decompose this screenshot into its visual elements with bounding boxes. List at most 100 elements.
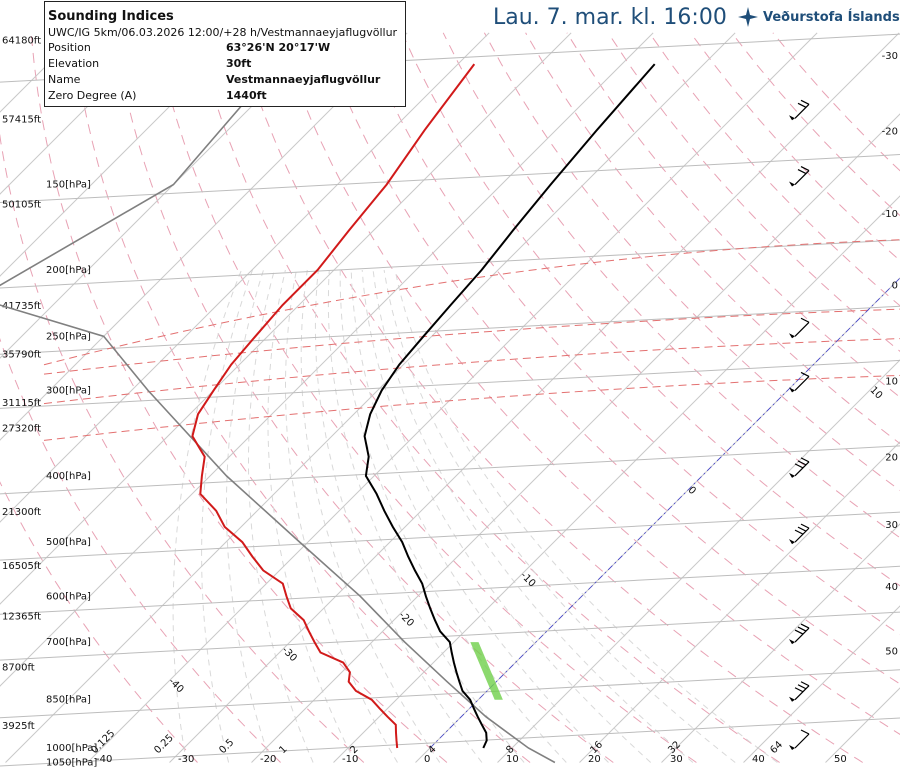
wind-barb	[789, 681, 810, 702]
barb-feather	[800, 623, 810, 629]
right-temp-label: 0	[892, 280, 898, 291]
isotherm	[87, 32, 818, 763]
moist-adiabat	[350, 269, 609, 763]
chart-title: Lau. 7. mar. kl. 16:00	[493, 5, 727, 30]
barb-staff	[794, 527, 810, 543]
info-row-elevation: Elevation 30ft	[45, 55, 405, 71]
isotherm	[333, 195, 900, 763]
height-label: 3925ft	[2, 721, 35, 732]
brand-star-icon	[738, 7, 758, 27]
height-label: 8700ft	[2, 662, 35, 673]
barb-feather	[797, 626, 807, 632]
height-label: 57415ft	[2, 114, 41, 125]
barb-feather	[797, 684, 807, 690]
isotherm	[743, 605, 900, 763]
barb-staff	[794, 103, 810, 119]
barb-flag	[789, 745, 795, 750]
isotherm	[5, 32, 736, 763]
bottom-temp-label: 20	[588, 754, 601, 765]
info-value: 63°26'N 20°17'W	[226, 40, 331, 54]
barb-feather	[800, 457, 810, 463]
dry-adiabat	[277, 32, 900, 735]
pressure-label: 200[hPa]	[46, 265, 91, 276]
tropopause-line	[43, 338, 900, 405]
moist-adiabat	[226, 269, 272, 763]
bottom-temp-label: 0	[424, 754, 430, 765]
dry-adiabat	[483, 32, 900, 492]
dry-adiabat	[0, 337, 281, 763]
dry-adiabat	[113, 32, 614, 763]
right-temp-label: 50	[885, 646, 898, 657]
wind-barb	[789, 729, 810, 750]
barb-feather	[794, 529, 804, 535]
bottom-temperature-axis: -40 -30 -20 -10 0 10 20 30 40 500.125 0.25 0.5 1 2 4 8 1…	[89, 385, 884, 765]
pressure-label: 700[hPa]	[46, 637, 91, 648]
pressure-label: 1000[hPa]	[46, 743, 97, 754]
bottom-temp-label: -10	[342, 754, 358, 765]
isotherm	[0, 32, 162, 195]
wind-barb	[789, 623, 810, 645]
isobar	[0, 445, 900, 495]
dry-adiabat	[71, 32, 531, 763]
height-label: 31115ft	[2, 398, 41, 409]
info-key: Zero Degree (A)	[48, 88, 137, 102]
pressure-label: 300[hPa]	[46, 385, 91, 396]
right-temp-label: 30	[885, 520, 898, 531]
isotherm	[169, 32, 900, 763]
wind-barb	[789, 371, 810, 393]
right-temp-label: -30	[882, 51, 898, 62]
right-temp-label: -10	[882, 209, 898, 220]
height-label: 50105ft	[2, 200, 41, 211]
mixing-ratio-label: 1	[277, 744, 289, 756]
barb-staff	[794, 170, 810, 185]
dry-adiabat	[360, 32, 900, 636]
parcel-curve	[0, 63, 556, 764]
right-temp-label: -20	[882, 126, 898, 137]
isotherm	[0, 32, 490, 523]
height-label: 21300ft	[2, 507, 41, 518]
dry-adiabat	[319, 32, 900, 685]
wind-barbs	[789, 99, 810, 750]
isotherm	[251, 113, 900, 763]
barb-feather	[794, 687, 804, 693]
isobar	[0, 611, 900, 661]
pressure-label: 150[hPa]	[46, 180, 91, 191]
isotherm-label: -20	[396, 610, 415, 629]
barb-feather	[797, 102, 807, 108]
barb-feather	[794, 629, 804, 635]
dry-adiabat	[690, 32, 900, 262]
barb-flag	[789, 115, 795, 121]
barb-flag	[789, 387, 795, 393]
cape-area	[470, 642, 503, 700]
dry-adiabat	[525, 32, 900, 445]
dry-adiabat	[607, 32, 900, 352]
moist-adiabat	[394, 269, 778, 763]
barb-flag	[789, 472, 795, 478]
barb-staff	[794, 627, 810, 643]
freezing-line	[429, 277, 900, 749]
bottom-temp-label: 30	[670, 754, 683, 765]
isotherm-label: -40	[166, 676, 185, 695]
pressure-label: 600[hPa]	[46, 591, 91, 602]
pressure-label: 250[hPa]	[46, 331, 91, 342]
wind-barb	[789, 166, 810, 187]
isotherm-label: -30	[279, 645, 298, 664]
barb-staff	[794, 375, 810, 391]
isotherm	[497, 359, 900, 763]
pressure-label: 400[hPa]	[46, 471, 91, 482]
info-row-zero-degree: Zero Degree (A) 1440ft	[45, 87, 405, 103]
bottom-temp-label: 10	[506, 754, 519, 765]
isobar	[0, 669, 900, 719]
bottom-temp-label: -30	[178, 754, 194, 765]
wind-barb	[789, 523, 810, 545]
info-value: Vestmannaeyjaflugvöllur	[226, 72, 381, 86]
tropopause-line	[43, 374, 900, 441]
bottom-temp-label: 50	[834, 754, 847, 765]
moist-adiabat	[300, 269, 441, 763]
isobar	[0, 154, 900, 204]
isotherm-label: 0	[686, 485, 698, 497]
isotherm	[0, 32, 326, 359]
isotherm	[661, 523, 900, 763]
right-temp-label: 40	[885, 582, 898, 593]
tropopause-line	[43, 308, 900, 375]
